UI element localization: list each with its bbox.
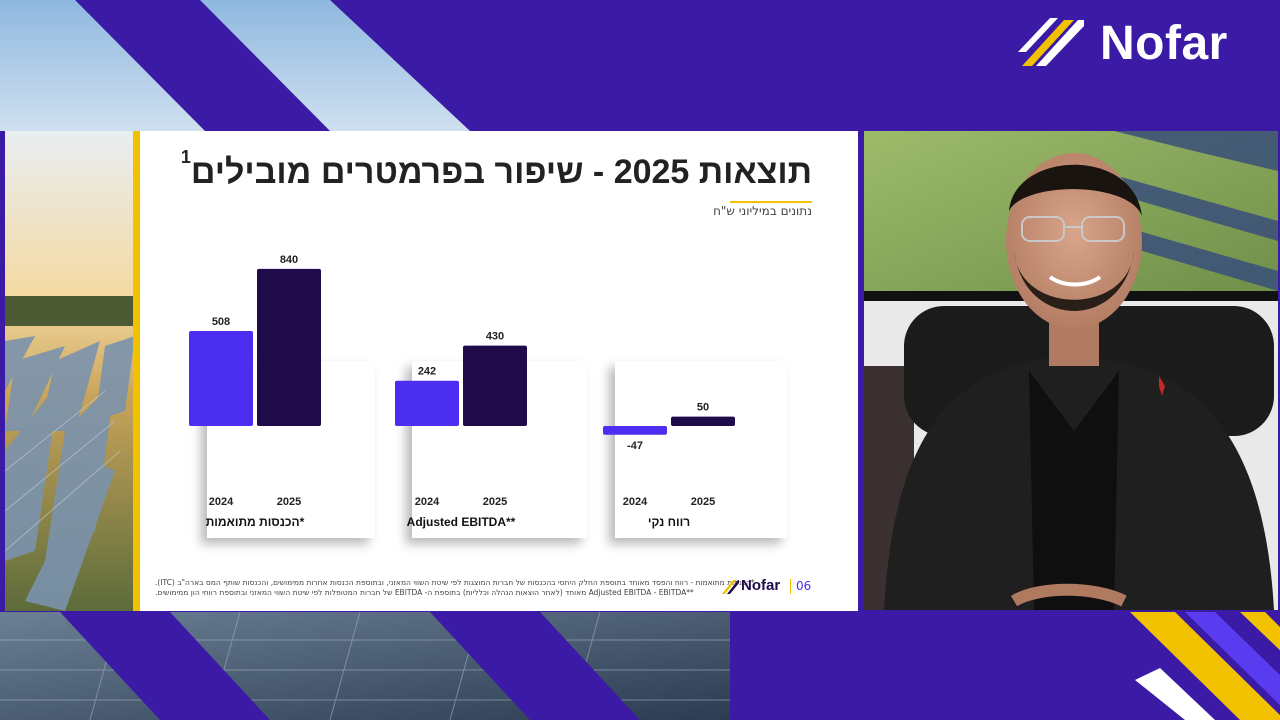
brand-logo: Nofar [1014, 12, 1270, 74]
chart-title-1: הכנסות מתואמות* [206, 515, 305, 529]
solar-field-photo [5, 131, 140, 611]
data-label-2024: 508 [212, 316, 230, 328]
decor-stripes [1130, 612, 1280, 720]
brand-name: Nofar [1100, 17, 1228, 70]
purple-diagonal-bottom-2 [430, 612, 640, 720]
data-label-2024: 242 [418, 366, 436, 378]
category-label-2025: 2025 [483, 496, 507, 508]
purple-diagonal-bottom [60, 612, 270, 720]
category-label-2025: 2025 [691, 496, 715, 508]
bar-2025 [257, 268, 321, 426]
chart-title-2: Adjusted EBITDA** [407, 515, 516, 529]
bar-2025 [463, 345, 527, 426]
category-label-2024: 2024 [623, 496, 648, 508]
bar-2024 [189, 331, 253, 426]
bar-2024 [395, 380, 459, 426]
bar-2024 [603, 426, 667, 435]
bar-2025 [671, 416, 735, 426]
slide-logo-text: Nofar [741, 577, 781, 594]
logo-stripes-icon [1018, 18, 1084, 66]
category-label-2025: 2025 [277, 496, 301, 508]
title-underline [730, 201, 812, 203]
slide-divider [790, 579, 791, 594]
chart-title-3: רווח נקי [648, 515, 690, 529]
slide-logo-stripes-icon [722, 580, 739, 594]
bar-chart-1: 508 2024 840 2025 הכנסות מתואמות* [189, 254, 321, 529]
category-label-2024: 2024 [209, 496, 234, 508]
data-label-2025: 430 [486, 331, 504, 343]
bar-chart-2: 242 2024 430 2025 Adjusted EBITDA** [395, 331, 527, 529]
category-label-2024: 2024 [415, 496, 440, 508]
presentation-slide: תוצאות 2025 - שיפור בפרמטרים מובילים1 נת… [5, 131, 858, 611]
data-label-2025: 50 [697, 402, 709, 414]
chart-card-net-profit [615, 361, 787, 538]
data-label-2025: 840 [280, 254, 298, 266]
footnote-adjusted-ebitda: **Adjusted EBITDA - EBITDA מאוחד (לאחר ה… [155, 588, 694, 597]
slide-footer-logo: Nofar 06 [721, 577, 816, 597]
slide-page-number: 06 [796, 579, 812, 593]
slide-title: תוצאות 2025 - שיפור בפרמטרים מובילים1 [181, 147, 812, 192]
speaker-video-frame [864, 131, 1278, 610]
slide-subtitle: נתונים במיליוני ש"ח [713, 204, 812, 218]
data-label-2024: -47 [627, 440, 643, 452]
purple-diagonal [75, 0, 330, 131]
speaker-video-feed [864, 131, 1278, 610]
footnote-adjusted-revenue: *הכנסות מתואמות - רווח והפסד מאוחד בתוספ… [155, 578, 755, 587]
title-footnote-mark: 1 [180, 147, 191, 167]
slide-title-text: תוצאות 2025 - שיפור בפרמטרים מובילים [190, 153, 812, 191]
